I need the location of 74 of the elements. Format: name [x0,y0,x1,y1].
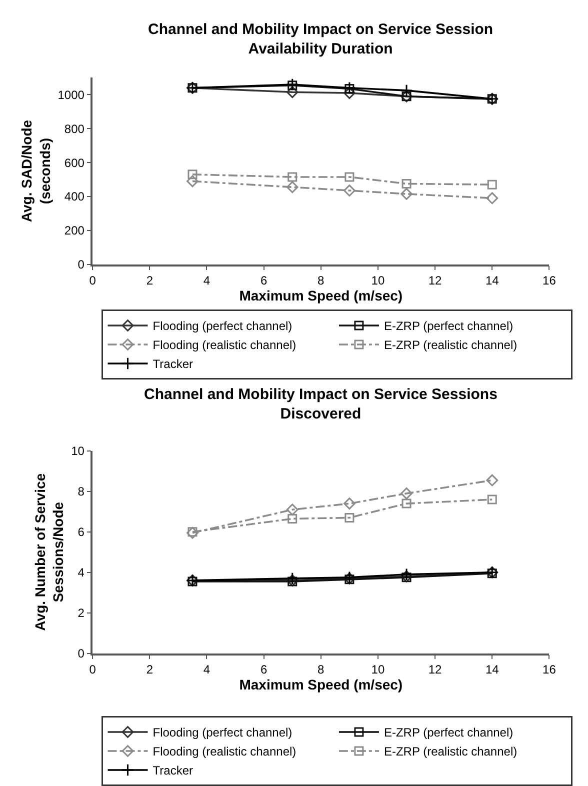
y-axis-title: Avg. Number of Service Sessions/Node [32,473,66,631]
legend-label: E-ZRP (perfect channel) [384,319,514,334]
x-tick-label: 4 [203,662,210,676]
y-tick-label: 10 [71,444,85,458]
legend-label: E-ZRP (realistic channel) [384,744,518,759]
x-tick-label: 2 [146,273,154,288]
point [343,498,356,510]
x-tick-label: 14 [485,662,500,676]
point [288,80,298,90]
point [188,576,198,586]
x-tick-label: 0 [89,662,96,676]
y-tick-label: 1000 [58,88,85,102]
y-tick-label: 4 [78,566,85,580]
point [344,512,354,522]
x-axis-title: Maximum Speed (m/sec) [239,676,403,692]
y-tick-label: 8 [78,484,85,499]
chart-title: Channel and Mobility Impact on Service Session Availability Duration [148,21,494,58]
x-tick-label: 4 [203,273,210,288]
point [186,175,198,188]
x-tick-label: 12 [428,662,442,676]
point [402,572,412,582]
legend-label: E-ZRP (realistic channel) [384,338,518,352]
point [286,181,298,194]
point [343,184,356,196]
legend-label: Tracker [152,764,193,778]
y-tick-label: 0 [78,258,85,272]
point [400,188,412,200]
point [288,576,298,586]
x-tick-label: 16 [542,662,556,676]
point [487,180,497,190]
legend-label: Flooding (perfect channel) [152,726,292,740]
x-tick-label: 8 [318,662,325,676]
y-tick-label: 6 [78,525,85,540]
x-tick-label: 0 [89,273,96,288]
legend-label: Flooding (perfect channel) [152,319,292,334]
point [487,494,497,504]
point [286,86,298,98]
y-tick-label: 0 [78,646,85,660]
legend-label: Flooding (realistic channel) [152,744,296,759]
x-tick-label: 2 [146,662,154,676]
x-tick-label: 10 [371,662,385,676]
point [288,514,298,524]
x-tick-label: 12 [428,273,442,288]
x-tick-label: 6 [260,662,268,676]
x-tick-label: 8 [318,273,325,288]
y-axis-title: Avg. SAD/Node (seconds) [18,120,53,222]
point [344,84,354,94]
x-tick-label: 6 [260,273,268,288]
point [188,170,198,180]
point [288,172,298,182]
legend-label: E-ZRP (perfect channel) [384,726,514,740]
x-tick-label: 14 [485,273,500,288]
point [400,84,413,97]
x-axis-title: Maximum Speed (m/sec) [239,287,403,304]
y-tick-label: 2 [78,606,85,620]
legend-label: Tracker [152,357,193,372]
point [344,574,354,584]
y-tick-label: 400 [64,190,85,204]
point [487,568,497,578]
point [400,487,412,500]
y-tick-label: 800 [64,122,85,136]
chart-title: Channel and Mobility Impact on Service Sessions Discovered [144,386,498,422]
y-tick-label: 600 [64,156,85,170]
x-tick-label: 10 [371,273,385,288]
y-tick-label: 200 [64,224,85,238]
point [344,172,354,182]
point [286,78,299,91]
x-tick-label: 16 [542,273,556,288]
legend-label: Flooding (realistic channel) [152,338,296,352]
point [286,504,298,516]
point [402,179,412,188]
point [486,192,498,204]
point [402,498,412,508]
point [486,474,498,486]
